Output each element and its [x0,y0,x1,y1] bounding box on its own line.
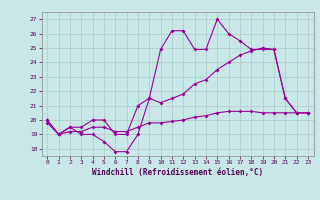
X-axis label: Windchill (Refroidissement éolien,°C): Windchill (Refroidissement éolien,°C) [92,168,263,177]
